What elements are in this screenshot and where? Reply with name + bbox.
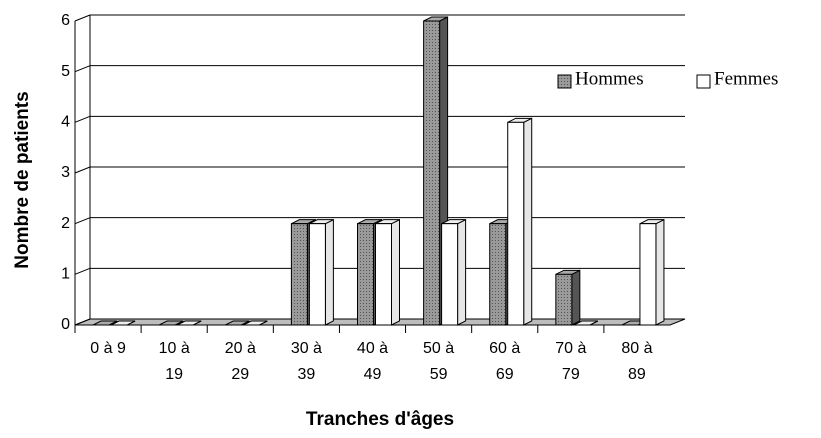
legend-swatch bbox=[557, 74, 572, 89]
y-tick bbox=[74, 65, 91, 73]
x-tick-label: 50 à 59 bbox=[423, 340, 454, 383]
y-tick bbox=[74, 217, 91, 225]
y-tick-label: 1 bbox=[61, 266, 70, 283]
bar bbox=[555, 269, 581, 326]
legend-label: Hommes bbox=[575, 68, 644, 89]
y-axis-title: Nombre de patients bbox=[12, 91, 33, 268]
bar-side bbox=[391, 218, 400, 326]
legend-label: Femmes bbox=[714, 68, 778, 89]
y-tick bbox=[74, 14, 91, 22]
x-tick-label: 0 à 9 bbox=[90, 340, 126, 357]
bar-front bbox=[423, 20, 441, 326]
bar-front bbox=[308, 223, 326, 326]
y-tick-label: 0 bbox=[61, 316, 70, 333]
bar-front bbox=[357, 223, 374, 326]
bar bbox=[639, 218, 665, 326]
bar-side bbox=[324, 218, 334, 326]
bar bbox=[507, 117, 533, 326]
bar-front bbox=[489, 223, 507, 326]
bar-front bbox=[441, 223, 459, 326]
x-tick-label: 30 à 39 bbox=[291, 340, 322, 383]
y-tick bbox=[74, 318, 91, 326]
x-tick-label: 10 à 19 bbox=[159, 340, 190, 383]
bar-side bbox=[457, 218, 467, 326]
bar bbox=[441, 218, 467, 326]
bar-side bbox=[655, 218, 665, 326]
legend-swatch bbox=[696, 74, 711, 89]
y-tick-label: 3 bbox=[61, 164, 70, 181]
bar bbox=[308, 218, 334, 326]
bar-front bbox=[375, 223, 392, 326]
bar-front bbox=[639, 223, 657, 326]
x-tick-label: 20 à 29 bbox=[225, 340, 256, 383]
bar-front bbox=[290, 223, 308, 326]
bar-side bbox=[571, 269, 581, 326]
x-tick-label: 60 à 69 bbox=[489, 340, 520, 383]
x-tick-label: 80 à 89 bbox=[621, 340, 652, 383]
y-tick-label: 6 bbox=[61, 12, 70, 29]
bar bbox=[375, 218, 400, 326]
y-tick bbox=[74, 166, 91, 174]
bar-front bbox=[555, 273, 573, 326]
x-axis-title: Tranches d'âges bbox=[306, 409, 454, 430]
x-tick-label: 70 à 79 bbox=[555, 340, 586, 383]
bar-front bbox=[507, 121, 525, 326]
bar-side bbox=[523, 117, 533, 326]
y-tick-label: 5 bbox=[61, 63, 70, 80]
y-tick-label: 4 bbox=[61, 114, 70, 131]
y-tick bbox=[74, 115, 91, 123]
y-tick-label: 2 bbox=[61, 215, 70, 232]
y-tick bbox=[74, 267, 91, 275]
bar bbox=[110, 320, 136, 326]
x-tick-label: 40 à 49 bbox=[357, 340, 388, 383]
